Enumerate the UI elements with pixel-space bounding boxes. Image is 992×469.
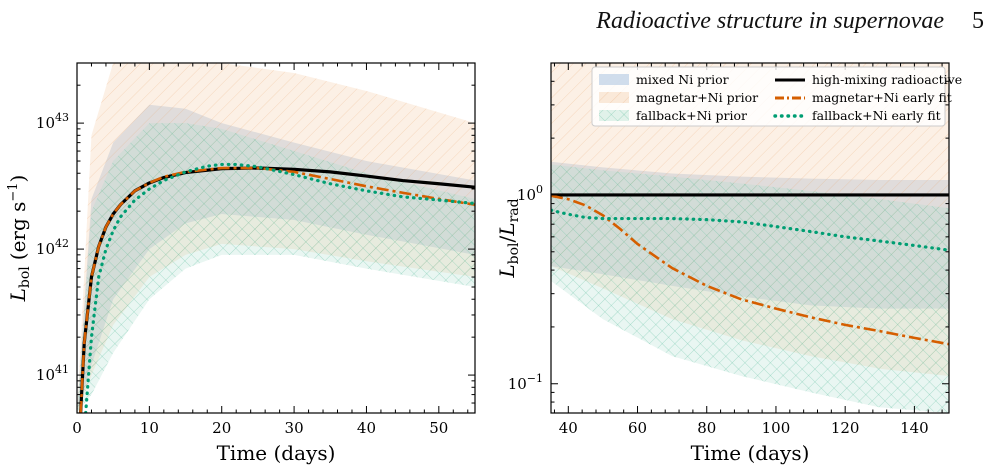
legend-swatch-crosshatch bbox=[599, 110, 629, 121]
x-axis-label: Time (days) bbox=[217, 441, 336, 465]
x-tick-label: 140 bbox=[900, 419, 929, 437]
legend-label: magnetar+Ni prior bbox=[636, 90, 758, 105]
series-line-magnetar bbox=[551, 194, 949, 346]
band-crosshatch-fallback bbox=[77, 123, 475, 413]
y-label-ylabel-sub: bol bbox=[506, 242, 522, 264]
axes-frame bbox=[550, 62, 950, 414]
legend: mixed Ni prior magnetar+Ni prior fallback+… bbox=[591, 66, 962, 127]
y-label-ylabel-close: ) bbox=[6, 175, 30, 183]
y-axis-label: Lbol (erg s−1) bbox=[6, 175, 33, 303]
y-tick-exponent: −1 bbox=[527, 372, 543, 385]
running-title: Radioactive structure in supernovae bbox=[596, 8, 944, 34]
x-tick-label: 50 bbox=[429, 419, 448, 437]
x-tick-label: 0 bbox=[72, 419, 82, 437]
y-label-ylabel-exp: −1 bbox=[6, 182, 21, 201]
y-tick-label: 100 bbox=[517, 183, 543, 204]
plot-area bbox=[77, 63, 475, 413]
series-line-magnetar bbox=[79, 166, 475, 413]
legend-box bbox=[591, 66, 946, 127]
x-tick-label: 10 bbox=[140, 419, 159, 437]
x-tick-label: 30 bbox=[285, 419, 304, 437]
legend-label: fallback+Ni early fit bbox=[812, 108, 941, 123]
plot-area bbox=[551, 63, 949, 413]
y-tick-base: 10 bbox=[508, 375, 527, 393]
x-tick-label: 40 bbox=[357, 419, 376, 437]
legend-label: mixed Ni prior bbox=[636, 72, 729, 87]
y-axis-label: Lbol/Lrad bbox=[495, 198, 522, 278]
x-tick-label: 20 bbox=[212, 419, 231, 437]
x-tick-label: 80 bbox=[697, 419, 716, 437]
x-axis-label: Time (days) bbox=[691, 441, 810, 465]
y-tick-label: 1043 bbox=[36, 111, 69, 132]
y-tick-label: 1041 bbox=[36, 363, 69, 384]
y-label-ylabel-units: (erg s bbox=[6, 202, 30, 261]
y-label-ylabel-main: L bbox=[495, 264, 519, 278]
legend-label: high-mixing radioactive bbox=[812, 72, 962, 87]
axes-frame bbox=[76, 62, 476, 414]
y-tick-base: 10 bbox=[36, 240, 55, 258]
y-tick-base: 10 bbox=[517, 186, 536, 204]
y-label-ylabel-sub2: rad bbox=[506, 198, 522, 222]
y-label-ylabel-slash: / bbox=[495, 235, 519, 242]
y-tick-exponent: 42 bbox=[55, 237, 69, 250]
y-label-ylabel-sub: bol bbox=[17, 266, 33, 288]
band-crosshatch-fallback bbox=[551, 164, 949, 413]
page-header: Radioactive structure in supernovae 5 bbox=[0, 0, 992, 40]
series-line-fallback bbox=[84, 162, 475, 413]
x-tick-label: 40 bbox=[559, 419, 578, 437]
y-tick-base: 10 bbox=[36, 366, 55, 384]
y-tick-exponent: 41 bbox=[55, 363, 69, 376]
x-tick-label: 120 bbox=[831, 419, 860, 437]
y-label-ylabel-main2: L bbox=[495, 222, 519, 236]
y-tick-label: 1042 bbox=[36, 237, 69, 258]
y-tick-exponent: 43 bbox=[55, 111, 69, 124]
y-tick-label: 10−1 bbox=[508, 372, 543, 393]
y-label-ylabel-main: L bbox=[6, 288, 30, 302]
y-tick-exponent: 0 bbox=[536, 183, 543, 196]
legend-swatch-hatch bbox=[599, 92, 629, 103]
page-number: 5 bbox=[972, 8, 984, 34]
series-line-fallback bbox=[551, 208, 949, 252]
x-tick-label: 100 bbox=[762, 419, 791, 437]
legend-label: fallback+Ni prior bbox=[636, 108, 747, 123]
y-tick-base: 10 bbox=[36, 114, 55, 132]
legend-label: magnetar+Ni early fit bbox=[812, 90, 952, 105]
x-tick-label: 60 bbox=[628, 419, 647, 437]
legend-swatch-mixed bbox=[599, 74, 629, 85]
